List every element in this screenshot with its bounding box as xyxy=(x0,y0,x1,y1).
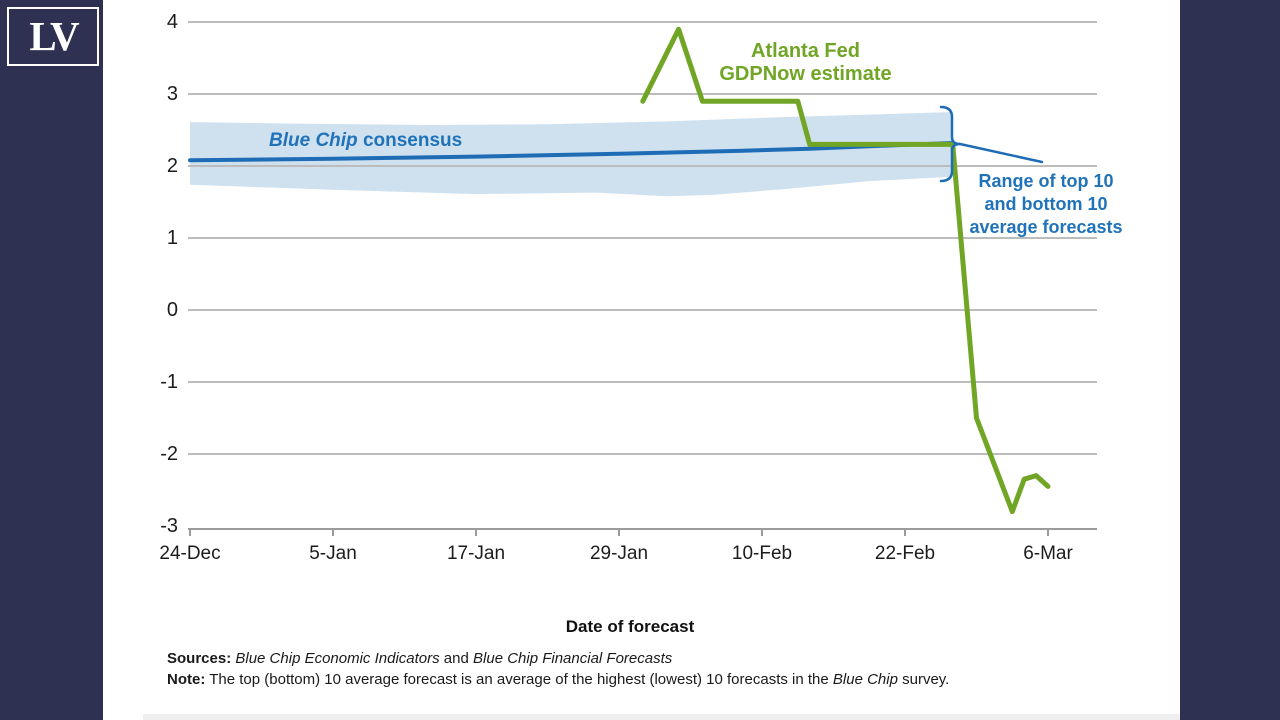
sources-title2: Blue Chip Financial Forecasts xyxy=(473,650,673,667)
gdpnow-series-label-line2: GDPNow estimate xyxy=(719,63,892,85)
right-border-panel xyxy=(1180,0,1280,720)
consensus-label-italic: Blue Chip xyxy=(269,130,358,151)
sources-label: Sources: xyxy=(167,650,232,667)
consensus-series-label: Blue Chip consensus xyxy=(269,130,462,152)
left-border-panel xyxy=(0,0,103,720)
gdpnow-series-label: Atlanta Fed GDPNow estimate xyxy=(698,40,913,86)
y-tick-label: -3 xyxy=(160,515,178,537)
sources-title1: Blue Chip Economic Indicators xyxy=(231,650,440,667)
range-annotation-line2: and bottom 10 xyxy=(984,194,1108,214)
lv-logo-text: LV xyxy=(29,13,79,59)
x-axis-title: Date of forecast xyxy=(565,617,695,636)
note-text-end: survey. xyxy=(897,671,950,688)
bottom-divider xyxy=(143,714,1180,720)
x-tick-label: 24-Dec xyxy=(159,543,221,564)
y-tick-label: 3 xyxy=(166,83,178,105)
note-label: Note: xyxy=(167,671,206,688)
x-tick-label: 5-Jan xyxy=(309,543,357,564)
note-blue-chip-italic: Blue Chip xyxy=(832,671,898,688)
x-tick-label: 22-Feb xyxy=(874,543,936,564)
y-tick-label: 2 xyxy=(166,155,178,177)
y-tick-label: 0 xyxy=(166,299,178,321)
consensus-label-rest: consensus xyxy=(357,130,463,151)
x-tick-label: 17-Jan xyxy=(446,543,506,564)
range-annotation-line3: average forecasts xyxy=(969,217,1123,237)
range-annotation: Range of top 10 and bottom 10 average fo… xyxy=(963,170,1129,239)
methodology-note: Note: The top (bottom) 10 average foreca… xyxy=(167,669,1023,690)
sources-note: Sources: Blue Chip Economic Indicators a… xyxy=(167,648,1023,669)
range-leader-line xyxy=(958,142,1044,164)
x-tick-label: 6-Mar xyxy=(1023,543,1073,564)
y-tick-label: 4 xyxy=(166,11,178,33)
gdpnow-line xyxy=(640,26,1051,515)
lv-logo: LV xyxy=(7,7,99,66)
gdpnow-series-label-line1: Atlanta Fed xyxy=(751,40,860,62)
y-tick-label: -1 xyxy=(160,371,178,393)
x-tick-label: 29-Jan xyxy=(589,543,649,564)
y-tick-label: -2 xyxy=(160,443,178,465)
sources-and: and xyxy=(439,650,474,667)
x-tick-label: 10-Feb xyxy=(731,543,793,564)
y-tick-label: 1 xyxy=(166,227,178,249)
range-annotation-line1: Range of top 10 xyxy=(978,171,1114,191)
note-text: The top (bottom) 10 average forecast is … xyxy=(205,671,833,688)
